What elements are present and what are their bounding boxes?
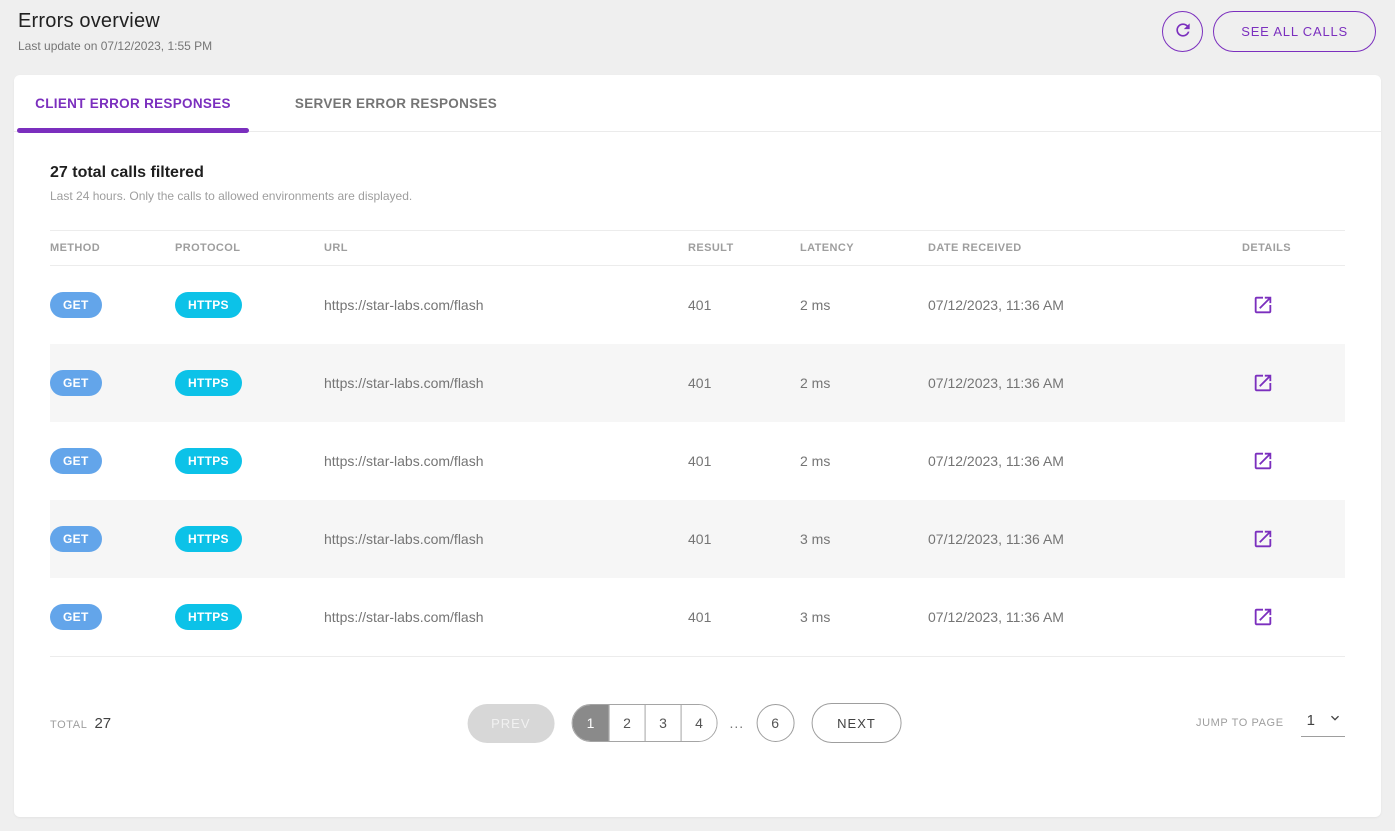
page-header: Errors overview Last update on 07/12/202… [0, 0, 1395, 57]
page-number-group: 1 2 3 4 [571, 704, 718, 742]
result-cell: 401 [688, 531, 712, 547]
select-underline [1300, 735, 1345, 737]
date-received-cell: 07/12/2023, 11:36 AM [928, 531, 1064, 547]
tab-content: 27 total calls filtered Last 24 hours. O… [14, 164, 1381, 789]
table-row: GET HTTPS https://star-labs.com/flash 40… [50, 344, 1345, 422]
latency-cell: 2 ms [800, 297, 831, 313]
chevron-down-icon [1327, 710, 1343, 731]
latency-cell: 3 ms [800, 531, 831, 547]
tab-bar: CLIENT ERROR RESPONSES SERVER ERROR RESP… [14, 75, 1381, 133]
protocol-badge: HTTPS [175, 604, 242, 630]
date-received-cell: 07/12/2023, 11:36 AM [928, 297, 1064, 313]
date-received-cell: 07/12/2023, 11:36 AM [928, 375, 1064, 391]
jump-to-page-label: JUMP TO PAGE [1195, 717, 1284, 729]
page-button-1[interactable]: 1 [572, 705, 609, 741]
protocol-badge: HTTPS [175, 448, 242, 474]
errors-card: CLIENT ERROR RESPONSES SERVER ERROR RESP… [14, 75, 1381, 817]
details-button[interactable] [1250, 370, 1276, 396]
page-button-3[interactable]: 3 [644, 705, 681, 741]
table-row: GET HTTPS https://star-labs.com/flash 40… [50, 500, 1345, 578]
total-calls: TOTAL 27 [50, 715, 111, 732]
method-badge: GET [50, 604, 102, 630]
table-header-row: METHOD PROTOCOL URL RESULT LATENCY DATE … [50, 230, 1345, 266]
column-header-result: RESULT [688, 242, 734, 254]
protocol-badge: HTTPS [175, 526, 242, 552]
pager: PREV 1 2 3 4 ... 6 NEXT [467, 703, 902, 743]
details-button[interactable] [1250, 604, 1276, 630]
filtered-calls-count: 27 total calls filtered [50, 164, 204, 181]
column-header-method: METHOD [50, 242, 101, 254]
result-cell: 401 [688, 297, 712, 313]
last-update-text: Last update on 07/12/2023, 1:55 PM [18, 39, 213, 53]
table-row: GET HTTPS https://star-labs.com/flash 40… [50, 578, 1345, 656]
open-in-new-icon [1252, 372, 1274, 394]
details-button[interactable] [1250, 526, 1276, 552]
refresh-icon [1173, 20, 1193, 43]
method-badge: GET [50, 526, 102, 552]
open-in-new-icon [1252, 450, 1274, 472]
pagination-bar: TOTAL 27 PREV 1 2 3 4 ... 6 NEXT [50, 656, 1345, 789]
see-all-calls-button[interactable]: SEE ALL CALLS [1213, 11, 1376, 52]
latency-cell: 3 ms [800, 609, 831, 625]
open-in-new-icon [1252, 294, 1274, 316]
date-received-cell: 07/12/2023, 11:36 AM [928, 609, 1064, 625]
result-cell: 401 [688, 453, 712, 469]
tab-label: CLIENT ERROR RESPONSES [35, 95, 231, 111]
page-button-6[interactable]: 6 [756, 704, 795, 742]
column-header-protocol: PROTOCOL [175, 242, 241, 254]
table-body: GET HTTPS https://star-labs.com/flash 40… [50, 266, 1345, 656]
url-cell: https://star-labs.com/flash [324, 297, 484, 313]
prev-page-button[interactable]: PREV [467, 703, 555, 743]
total-label: TOTAL [50, 718, 88, 731]
refresh-button[interactable] [1162, 11, 1204, 52]
result-cell: 401 [688, 609, 712, 625]
open-in-new-icon [1252, 606, 1274, 628]
column-header-details: DETAILS [1242, 242, 1292, 254]
table-row: GET HTTPS https://star-labs.com/flash 40… [50, 266, 1345, 344]
jump-to-page: JUMP TO PAGE 1 [1196, 710, 1345, 737]
url-cell: https://star-labs.com/flash [324, 375, 484, 391]
table-row: GET HTTPS https://star-labs.com/flash 40… [50, 422, 1345, 500]
column-header-latency: LATENCY [800, 242, 854, 254]
date-received-cell: 07/12/2023, 11:36 AM [928, 453, 1064, 469]
page-button-4[interactable]: 4 [680, 705, 717, 741]
result-cell: 401 [688, 375, 712, 391]
filter-description: Last 24 hours. Only the calls to allowed… [50, 189, 413, 203]
page-title: Errors overview [18, 10, 160, 32]
latency-cell: 2 ms [800, 375, 831, 391]
latency-cell: 2 ms [800, 453, 831, 469]
url-cell: https://star-labs.com/flash [324, 609, 484, 625]
url-cell: https://star-labs.com/flash [324, 453, 484, 469]
pager-ellipsis: ... [729, 715, 745, 731]
tab-label: SERVER ERROR RESPONSES [294, 95, 498, 111]
url-cell: https://star-labs.com/flash [324, 531, 484, 547]
column-header-date-received: DATE RECEIVED [928, 242, 1022, 254]
header-actions: SEE ALL CALLS [1162, 11, 1376, 52]
details-button[interactable] [1250, 292, 1276, 318]
protocol-badge: HTTPS [175, 370, 242, 396]
details-button[interactable] [1250, 448, 1276, 474]
tab-server-error-responses[interactable]: SERVER ERROR RESPONSES [252, 75, 540, 131]
calls-table: METHOD PROTOCOL URL RESULT LATENCY DATE … [50, 230, 1345, 789]
method-badge: GET [50, 370, 102, 396]
tab-client-error-responses[interactable]: CLIENT ERROR RESPONSES [14, 75, 252, 133]
jump-to-page-select[interactable]: 1 [1300, 710, 1345, 737]
column-header-url: URL [324, 242, 348, 254]
jump-to-page-value: 1 [1306, 711, 1315, 729]
method-badge: GET [50, 292, 102, 318]
page-button-2[interactable]: 2 [608, 705, 645, 741]
protocol-badge: HTTPS [175, 292, 242, 318]
method-badge: GET [50, 448, 102, 474]
next-page-button[interactable]: NEXT [811, 703, 902, 743]
total-value: 27 [94, 714, 112, 732]
active-tab-indicator [17, 128, 249, 133]
open-in-new-icon [1252, 528, 1274, 550]
